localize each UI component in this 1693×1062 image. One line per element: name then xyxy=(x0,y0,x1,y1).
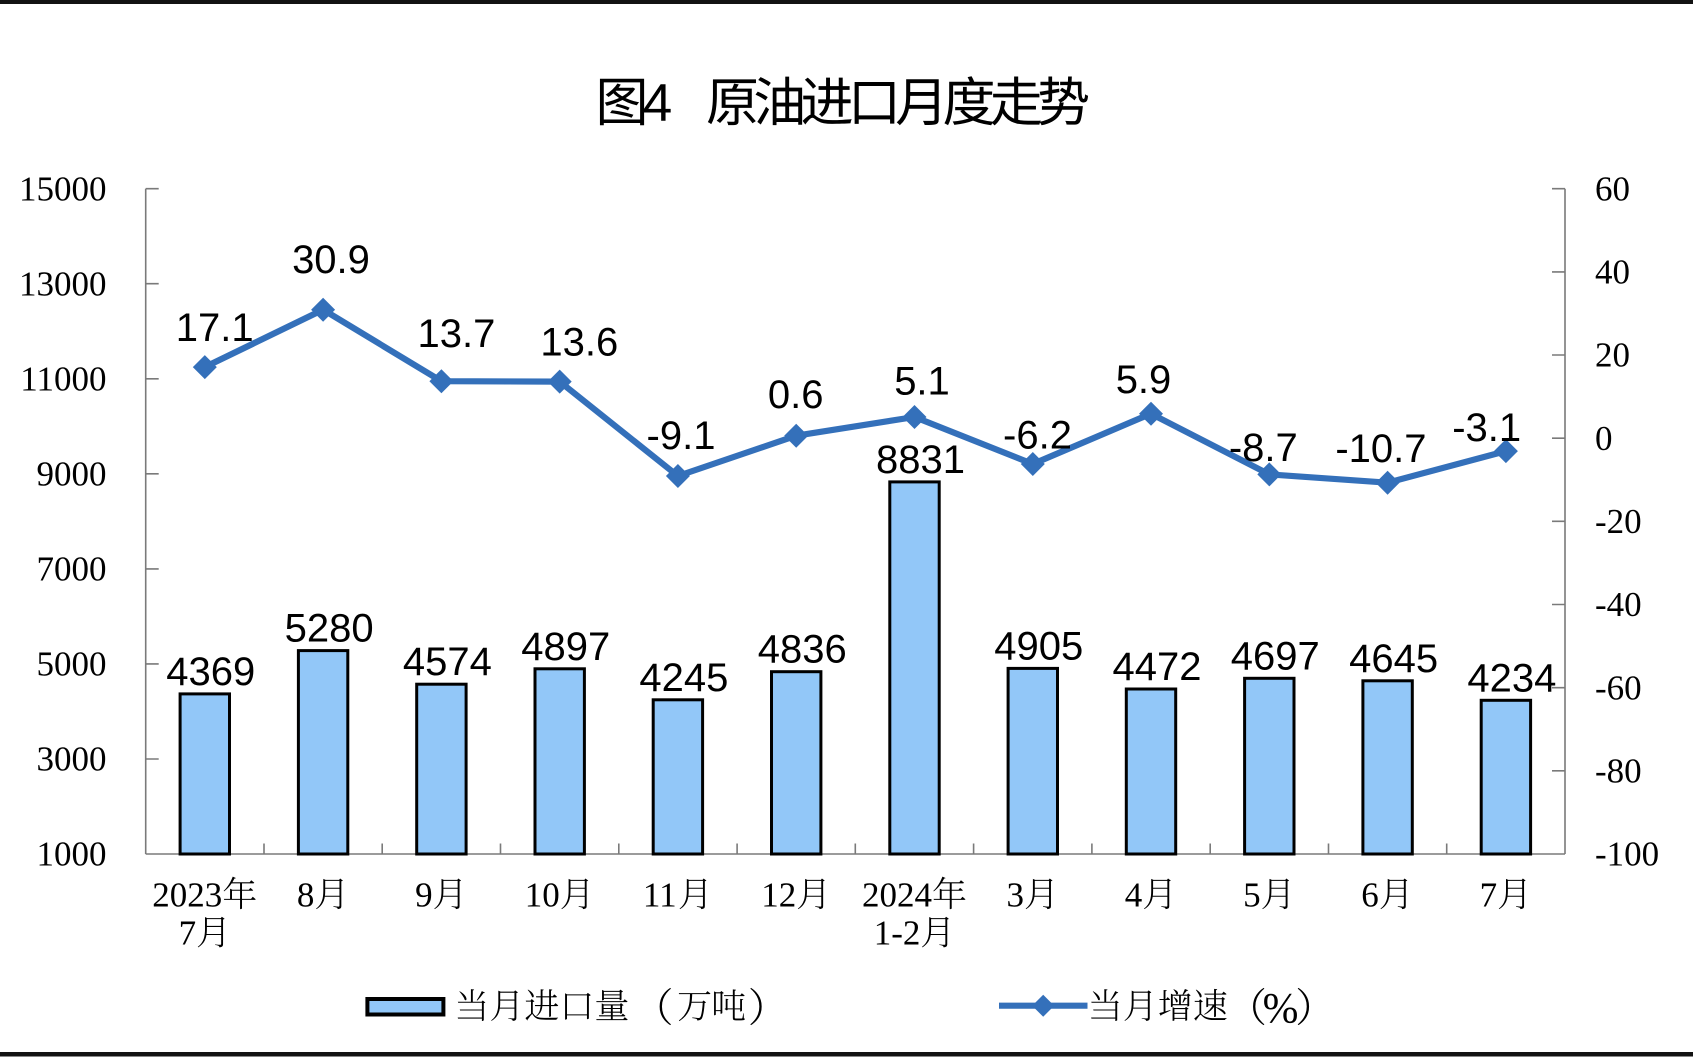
svg-text:4234: 4234 xyxy=(1467,656,1556,700)
svg-text:-80: -80 xyxy=(1595,752,1642,791)
svg-text:4645: 4645 xyxy=(1349,637,1438,681)
svg-text:6: 6 xyxy=(1361,876,1379,915)
svg-text:1-2: 1-2 xyxy=(874,914,921,953)
svg-text:2024: 2024 xyxy=(862,876,932,915)
svg-text:13.6: 13.6 xyxy=(540,320,618,364)
svg-text:4472: 4472 xyxy=(1113,645,1202,689)
svg-text:2023: 2023 xyxy=(152,876,222,915)
svg-text:11: 11 xyxy=(643,876,677,915)
svg-text:9: 9 xyxy=(415,876,433,915)
svg-text:7: 7 xyxy=(179,914,197,953)
svg-text:10: 10 xyxy=(525,876,560,915)
svg-text:7: 7 xyxy=(1480,876,1498,915)
svg-text:-100: -100 xyxy=(1595,835,1659,874)
svg-text:0.6: 0.6 xyxy=(768,373,824,417)
svg-text:-40: -40 xyxy=(1595,585,1642,624)
svg-text:4: 4 xyxy=(643,74,672,133)
svg-text:4905: 4905 xyxy=(994,624,1083,668)
svg-text:7000: 7000 xyxy=(37,550,107,589)
svg-text:4369: 4369 xyxy=(166,650,255,694)
svg-text:1000: 1000 xyxy=(37,835,107,874)
svg-text:-60: -60 xyxy=(1595,668,1642,707)
svg-text:17.1: 17.1 xyxy=(176,306,254,350)
svg-text:-3.1: -3.1 xyxy=(1452,406,1521,450)
svg-text:9000: 9000 xyxy=(37,455,107,494)
svg-text:-6.2: -6.2 xyxy=(1003,414,1072,458)
svg-text:8: 8 xyxy=(297,876,315,915)
svg-text:%: % xyxy=(1263,986,1299,1033)
svg-text:4574: 4574 xyxy=(403,640,492,684)
svg-text:3000: 3000 xyxy=(37,740,107,779)
svg-text:-8.7: -8.7 xyxy=(1229,426,1298,470)
svg-text:5: 5 xyxy=(1243,876,1261,915)
svg-text:12: 12 xyxy=(761,876,796,915)
svg-text:5280: 5280 xyxy=(285,607,374,651)
svg-text:4697: 4697 xyxy=(1231,634,1320,678)
svg-text:15000: 15000 xyxy=(19,169,107,208)
svg-text:60: 60 xyxy=(1595,169,1630,208)
svg-text:11000: 11000 xyxy=(20,360,106,399)
svg-text:-9.1: -9.1 xyxy=(647,414,716,458)
svg-text:40: 40 xyxy=(1595,253,1630,292)
svg-text:-10.7: -10.7 xyxy=(1335,427,1426,471)
svg-text:4: 4 xyxy=(1125,876,1143,915)
svg-text:30.9: 30.9 xyxy=(292,238,370,282)
svg-text:20: 20 xyxy=(1595,336,1630,375)
svg-text:5.1: 5.1 xyxy=(894,359,950,403)
svg-text:5000: 5000 xyxy=(37,645,107,684)
svg-text:4897: 4897 xyxy=(521,625,610,669)
svg-text:4836: 4836 xyxy=(758,628,847,672)
svg-text:13.7: 13.7 xyxy=(417,312,495,356)
svg-text:8831: 8831 xyxy=(876,438,965,482)
svg-text:4245: 4245 xyxy=(639,656,728,700)
svg-text:13000: 13000 xyxy=(19,264,107,303)
svg-text:3: 3 xyxy=(1007,876,1025,915)
svg-text:5.9: 5.9 xyxy=(1116,358,1172,402)
svg-text:0: 0 xyxy=(1595,419,1613,458)
svg-text:-20: -20 xyxy=(1595,502,1642,541)
